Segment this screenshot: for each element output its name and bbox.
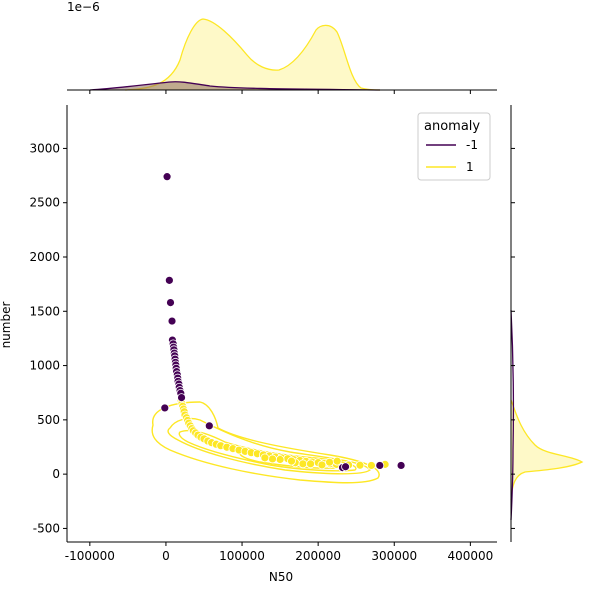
x-tick-label: 0 <box>162 549 170 563</box>
top-kde-fill-series-neg1 <box>90 81 380 90</box>
legend: anomaly -1 1 <box>417 112 491 181</box>
top-kde-line-series-neg1 <box>89 81 381 91</box>
y-tick-label: 1500 <box>29 304 60 318</box>
scatter-point-series-1 <box>317 460 327 470</box>
scatter-point-series-neg1 <box>204 421 214 431</box>
scatter-point-series-1 <box>325 457 334 467</box>
top-kde-fill-series-1 <box>125 19 380 90</box>
y-tick-label: 0 <box>52 467 60 481</box>
scatter-point-series-1 <box>332 456 342 466</box>
right-marginal-kde <box>510 105 584 542</box>
top-marginal-kde: 1e−6 <box>67 0 497 91</box>
scatter-point-series-neg1 <box>162 172 172 182</box>
x-tick-label: 100000 <box>219 549 265 563</box>
kde-contour-2 <box>167 417 371 475</box>
right-kde-line-series-1 <box>510 399 584 501</box>
scatter-point-series-1 <box>275 455 285 464</box>
legend-label-neg1: -1 <box>466 138 478 152</box>
scatter-point-series-neg1 <box>375 461 385 470</box>
x-axis-label: N50 <box>269 570 293 584</box>
y-tick-label: 3000 <box>29 141 60 155</box>
scatter-point-series-1 <box>355 460 365 470</box>
scatter-point-series-1 <box>367 461 376 470</box>
x-tick-label: 400000 <box>447 549 493 563</box>
scatter-point-series-neg1 <box>396 461 406 470</box>
y-tick-label: 2500 <box>29 196 60 210</box>
y-tick-label: 1000 <box>29 359 60 373</box>
scatter-point-series-neg1 <box>164 275 174 285</box>
joint-axes: -100000 0 100000 200000 300000 400000 -500 0 500… <box>29 90 515 563</box>
legend-frame <box>417 112 491 181</box>
scatter-point-series-neg1 <box>166 298 175 308</box>
scatter-point-series-1 <box>268 454 277 464</box>
axes-frame: -100000 0 100000 200000 300000 400000 -500 0 500… <box>29 90 515 563</box>
x-tick-label: -100000 <box>65 549 115 563</box>
legend-label-1: 1 <box>466 160 474 174</box>
scatter-point-series-1 <box>287 456 296 466</box>
right-kde-line-series-neg1 <box>510 309 515 521</box>
x-tick-label: 200000 <box>295 549 341 563</box>
y-tick-label: 500 <box>37 413 60 427</box>
scatter-point-series-1 <box>260 453 270 463</box>
kde-contour-3 <box>178 429 357 472</box>
top-kde-line-series-1 <box>124 18 381 91</box>
scatter-point-series-neg1 <box>341 462 350 472</box>
y-tick-label: -500 <box>33 521 60 535</box>
y-axis-label: number <box>0 302 13 349</box>
scatter-point-series-1 <box>306 459 315 469</box>
scatter-point-series-1 <box>298 459 308 469</box>
scatter-point-series-neg1 <box>177 393 186 403</box>
right-kde-fill-series-1 <box>511 400 582 500</box>
scatter-point-series-neg1 <box>160 403 170 413</box>
scatter-point-series-neg1 <box>167 316 177 326</box>
legend-title: anomaly <box>424 119 480 134</box>
scatter-points <box>160 172 406 473</box>
y-tick-label: 2000 <box>29 250 60 264</box>
x-tick-label: 300000 <box>371 549 417 563</box>
top-axis-offset-label: 1e−6 <box>67 0 100 14</box>
